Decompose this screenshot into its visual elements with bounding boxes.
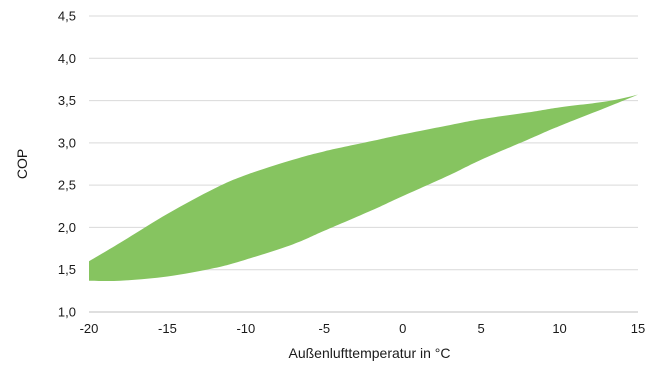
- cop-band-layer: [89, 94, 638, 282]
- y-tick-label: 1,0: [58, 305, 76, 320]
- y-tick-label: 3,0: [58, 135, 76, 150]
- y-axis-title: COP: [14, 149, 30, 179]
- x-axis-title: Außenlufttemperatur in °C: [288, 345, 450, 361]
- x-tick-label: -20: [80, 321, 99, 336]
- cop-band-area: [89, 94, 638, 282]
- x-tick-label: 0: [399, 321, 406, 336]
- x-tick-label: -10: [236, 321, 255, 336]
- x-tick-label: 15: [631, 321, 645, 336]
- x-tick-label: -5: [319, 321, 331, 336]
- y-tick-label: 3,5: [58, 93, 76, 108]
- y-axis-tick-labels: 1,0 1,5 2,0 2,5 3,0 3,5 4,0 4,5: [58, 9, 76, 320]
- y-tick-label: 1,5: [58, 262, 76, 277]
- y-tick-label: 4,5: [58, 9, 76, 24]
- x-tick-label: 5: [478, 321, 485, 336]
- x-tick-label: 10: [552, 321, 566, 336]
- y-tick-label: 2,0: [58, 220, 76, 235]
- x-tick-label: -15: [158, 321, 177, 336]
- y-tick-label: 4,0: [58, 51, 76, 66]
- x-axis-tick-labels: -20 -15 -10 -5 0 5 10 15: [80, 321, 646, 336]
- y-tick-label: 2,5: [58, 178, 76, 193]
